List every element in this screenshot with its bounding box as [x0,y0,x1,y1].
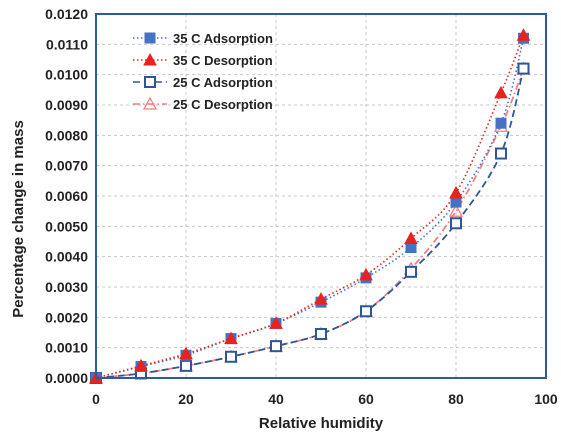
legend-label: 25 C Adsorption [173,75,273,90]
data-point [225,350,237,363]
data-point [314,292,328,305]
legend-marker [142,96,158,110]
legend-marker [144,76,156,88]
x-tick-label: 80 [448,391,464,407]
data-point [448,203,464,217]
data-point [404,231,418,244]
x-tick-label: 40 [268,391,284,407]
data-point [405,242,417,254]
y-tick-label: 0.0050 [45,218,88,234]
y-tick-label: 0.0070 [45,158,88,174]
data-point [224,331,238,345]
data-point [269,316,283,329]
y-tick-label: 0.0080 [45,127,88,143]
data-point [495,147,507,160]
data-point [315,328,327,341]
plot-area-frame [95,13,547,379]
data-point [134,358,148,372]
legend-entry: 25 C Desorption [133,96,273,112]
legend-label: 25 C Desorption [173,97,273,112]
legend-label: 35 C Desorption [173,53,273,68]
data-point [360,305,372,318]
y-tick-label: 0.0100 [45,67,88,83]
y-tick-label: 0.0120 [45,6,88,22]
series-line-0 [95,38,525,379]
data-point [450,196,462,208]
data-point [359,267,373,281]
data-point [405,265,417,278]
data-point [179,346,193,360]
y-tick-label: 0.0090 [45,97,88,113]
x-tick-label: 20 [178,391,194,407]
y-tick-label: 0.0020 [45,309,88,325]
data-point [270,340,282,353]
y-tick-label: 0.0010 [45,340,88,356]
data-point [517,62,530,75]
data-point [516,28,531,41]
legend-label: 35 C Adsorption [173,31,273,46]
legend-entry: 35 C Adsorption [133,31,273,46]
legend-entry: 35 C Desorption [133,52,273,68]
y-tick-label: 0.0110 [46,36,88,52]
legend-marker [144,32,156,44]
y-tick-label: 0.0000 [45,370,88,386]
legend: 35 C Adsorption 35 C Desorption 25 C Adsor… [133,31,273,112]
legend-entry: 25 C Adsorption [133,75,273,90]
data-point [450,217,462,230]
y-axis-ticks: 0.0000 0.0010 0.0020 0.0030 0.0040 0.0050 0.00… [45,6,88,386]
series-line-2 [95,68,525,379]
x-axis-ticks: 0 20 40 60 80 100 [92,391,558,407]
data-point [180,359,192,372]
x-tick-label: 100 [534,391,558,407]
y-axis-title: Percentage change in mass [10,120,27,318]
x-tick-label: 0 [92,391,100,407]
y-tick-label: 0.0040 [45,249,88,265]
data-point [449,185,463,199]
y-tick-label: 0.0030 [45,279,88,295]
x-tick-label: 60 [358,391,374,407]
legend-marker [143,52,157,66]
y-tick-label: 0.0060 [45,188,88,204]
x-axis-title: Relative humidity [259,415,384,432]
data-point [494,85,508,99]
data-point [495,117,507,129]
